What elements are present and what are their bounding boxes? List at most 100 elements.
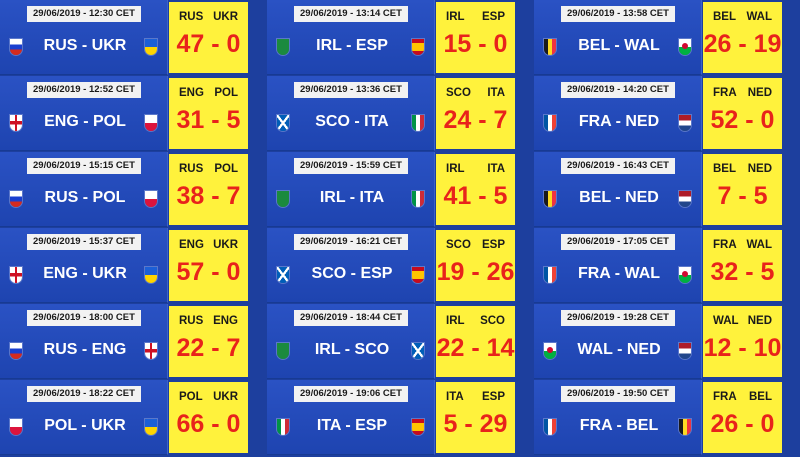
- match-info-panel: 29/06/2019 - 12:52 CET ENG - POL: [0, 76, 168, 151]
- scotland-flag-icon: [412, 343, 424, 359]
- flag-fill: [544, 115, 556, 131]
- poland-flag-icon: [145, 191, 157, 207]
- belgium-flag-icon: [679, 419, 691, 435]
- home-team-code: ENG: [179, 87, 204, 99]
- ukraine-flag-icon: [145, 39, 157, 55]
- match-date: 29/06/2019 - 18:44 CET: [294, 310, 408, 326]
- score-box: POL UKR 66 - 0: [169, 382, 248, 453]
- match-card: 29/06/2019 - 19:50 CET FRA - BEL FRA BEL 26 …: [534, 380, 800, 455]
- team-matchup: RUS - UKR: [43, 37, 127, 54]
- flag-fill: [412, 115, 424, 131]
- netherlands-flag-icon: [679, 115, 691, 131]
- match-card: 29/06/2019 - 12:30 CET RUS - UKR RUS UKR 47 …: [0, 0, 267, 75]
- final-score: 22 - 14: [436, 334, 515, 362]
- final-score: 12 - 10: [703, 334, 782, 362]
- score-box: RUS UKR 47 - 0: [169, 2, 248, 73]
- italy-flag-icon: [412, 115, 424, 131]
- score-box: SCO ESP 19 - 26: [436, 230, 515, 301]
- poland-flag-icon: [145, 115, 157, 131]
- flag-fill: [10, 419, 22, 435]
- away-team-code: UKR: [213, 391, 238, 403]
- away-team-code: ENG: [213, 315, 238, 327]
- flag-fill: [145, 267, 157, 283]
- score-box: ITA ESP 5 - 29: [436, 382, 515, 453]
- flag-fill: [277, 419, 289, 435]
- team-matchup: BEL - NED: [579, 189, 659, 206]
- team-matchup: FRA - BEL: [579, 417, 659, 434]
- match-date: 29/06/2019 - 16:21 CET: [294, 234, 408, 250]
- flag-fill: [544, 39, 556, 55]
- england-flag-icon: [145, 343, 157, 359]
- scotland-flag-icon: [277, 115, 289, 131]
- match-card: 29/06/2019 - 18:00 CET RUS - ENG RUS ENG 22 …: [0, 304, 267, 379]
- score-box: ENG UKR 57 - 0: [169, 230, 248, 301]
- match-info-panel: 29/06/2019 - 15:37 CET ENG - UKR: [0, 228, 168, 303]
- final-score: 24 - 7: [443, 106, 508, 134]
- score-box: RUS ENG 22 - 7: [169, 306, 248, 377]
- score-box: BEL NED 7 - 5: [703, 154, 782, 225]
- match-info-panel: 29/06/2019 - 18:22 CET POL - UKR: [0, 380, 168, 455]
- match-date: 29/06/2019 - 15:59 CET: [294, 158, 408, 174]
- team-matchup: RUS - ENG: [43, 341, 127, 358]
- home-team-code: RUS: [179, 11, 204, 23]
- match-date: 29/06/2019 - 15:15 CET: [27, 158, 141, 174]
- flag-fill: [679, 419, 691, 435]
- final-score: 38 - 7: [176, 182, 241, 210]
- score-box: RUS POL 38 - 7: [169, 154, 248, 225]
- england-flag-icon: [10, 115, 22, 131]
- home-team-code: ITA: [446, 391, 464, 403]
- flag-fill: [277, 267, 289, 283]
- ireland-rugby-flag-icon: [277, 343, 289, 359]
- team-matchup: ITA - ESP: [316, 417, 388, 434]
- team-matchup: FRA - NED: [578, 113, 660, 130]
- match-info-panel: 29/06/2019 - 12:30 CET RUS - UKR: [0, 0, 168, 75]
- home-team-code: BEL: [713, 163, 736, 175]
- team-matchup: IRL - ESP: [316, 37, 388, 54]
- away-team-code: ESP: [481, 11, 505, 23]
- ireland-rugby-flag-icon: [277, 191, 289, 207]
- score-box: SCO ITA 24 - 7: [436, 78, 515, 149]
- match-card: 29/06/2019 - 12:52 CET ENG - POL ENG POL 31 …: [0, 76, 267, 151]
- away-team-code: UKR: [213, 11, 238, 23]
- final-score: 57 - 0: [176, 258, 241, 286]
- away-team-code: UKR: [213, 239, 238, 251]
- home-team-code: FRA: [713, 239, 737, 251]
- away-team-code: POL: [214, 163, 238, 175]
- final-score: 15 - 0: [443, 30, 508, 58]
- away-team-code: NED: [747, 315, 772, 327]
- russia-flag-icon: [10, 191, 22, 207]
- score-box: BEL WAL 26 - 19: [703, 2, 782, 73]
- wales-flag-icon: [679, 267, 691, 283]
- home-team-code: IRL: [446, 315, 465, 327]
- flag-fill: [679, 191, 691, 207]
- final-score: 22 - 7: [176, 334, 241, 362]
- flag-fill: [145, 191, 157, 207]
- away-team-code: BEL: [749, 391, 772, 403]
- flag-fill: [544, 191, 556, 207]
- score-box: IRL ITA 41 - 5: [436, 154, 515, 225]
- final-score: 52 - 0: [710, 106, 775, 134]
- away-team-code: ITA: [487, 163, 505, 175]
- final-score: 19 - 26: [436, 258, 515, 286]
- dragon-icon: [682, 271, 688, 277]
- flag-fill: [412, 343, 424, 359]
- flag-fill: [277, 191, 289, 207]
- away-team-code: NED: [747, 163, 772, 175]
- home-team-code: BEL: [713, 11, 736, 23]
- ukraine-flag-icon: [145, 419, 157, 435]
- match-card: 29/06/2019 - 16:43 CET BEL - NED BEL NED 7 -…: [534, 152, 800, 227]
- team-matchup: POL - UKR: [44, 417, 126, 434]
- match-card: 29/06/2019 - 18:44 CET IRL - SCO IRL SCO 22 …: [267, 304, 534, 379]
- home-team-code: RUS: [179, 315, 204, 327]
- home-team-code: WAL: [713, 315, 739, 327]
- match-info-panel: 29/06/2019 - 16:21 CET SCO - ESP: [267, 228, 435, 303]
- match-card: 29/06/2019 - 19:06 CET ITA - ESP ITA ESP 5 -…: [267, 380, 534, 455]
- match-card: 29/06/2019 - 15:15 CET RUS - POL RUS POL 38 …: [0, 152, 267, 227]
- away-team-code: SCO: [480, 315, 505, 327]
- final-score: 26 - 19: [703, 30, 782, 58]
- final-score: 31 - 5: [176, 106, 241, 134]
- belgium-flag-icon: [544, 39, 556, 55]
- belgium-flag-icon: [544, 191, 556, 207]
- match-info-panel: 29/06/2019 - 18:44 CET IRL - SCO: [267, 304, 435, 379]
